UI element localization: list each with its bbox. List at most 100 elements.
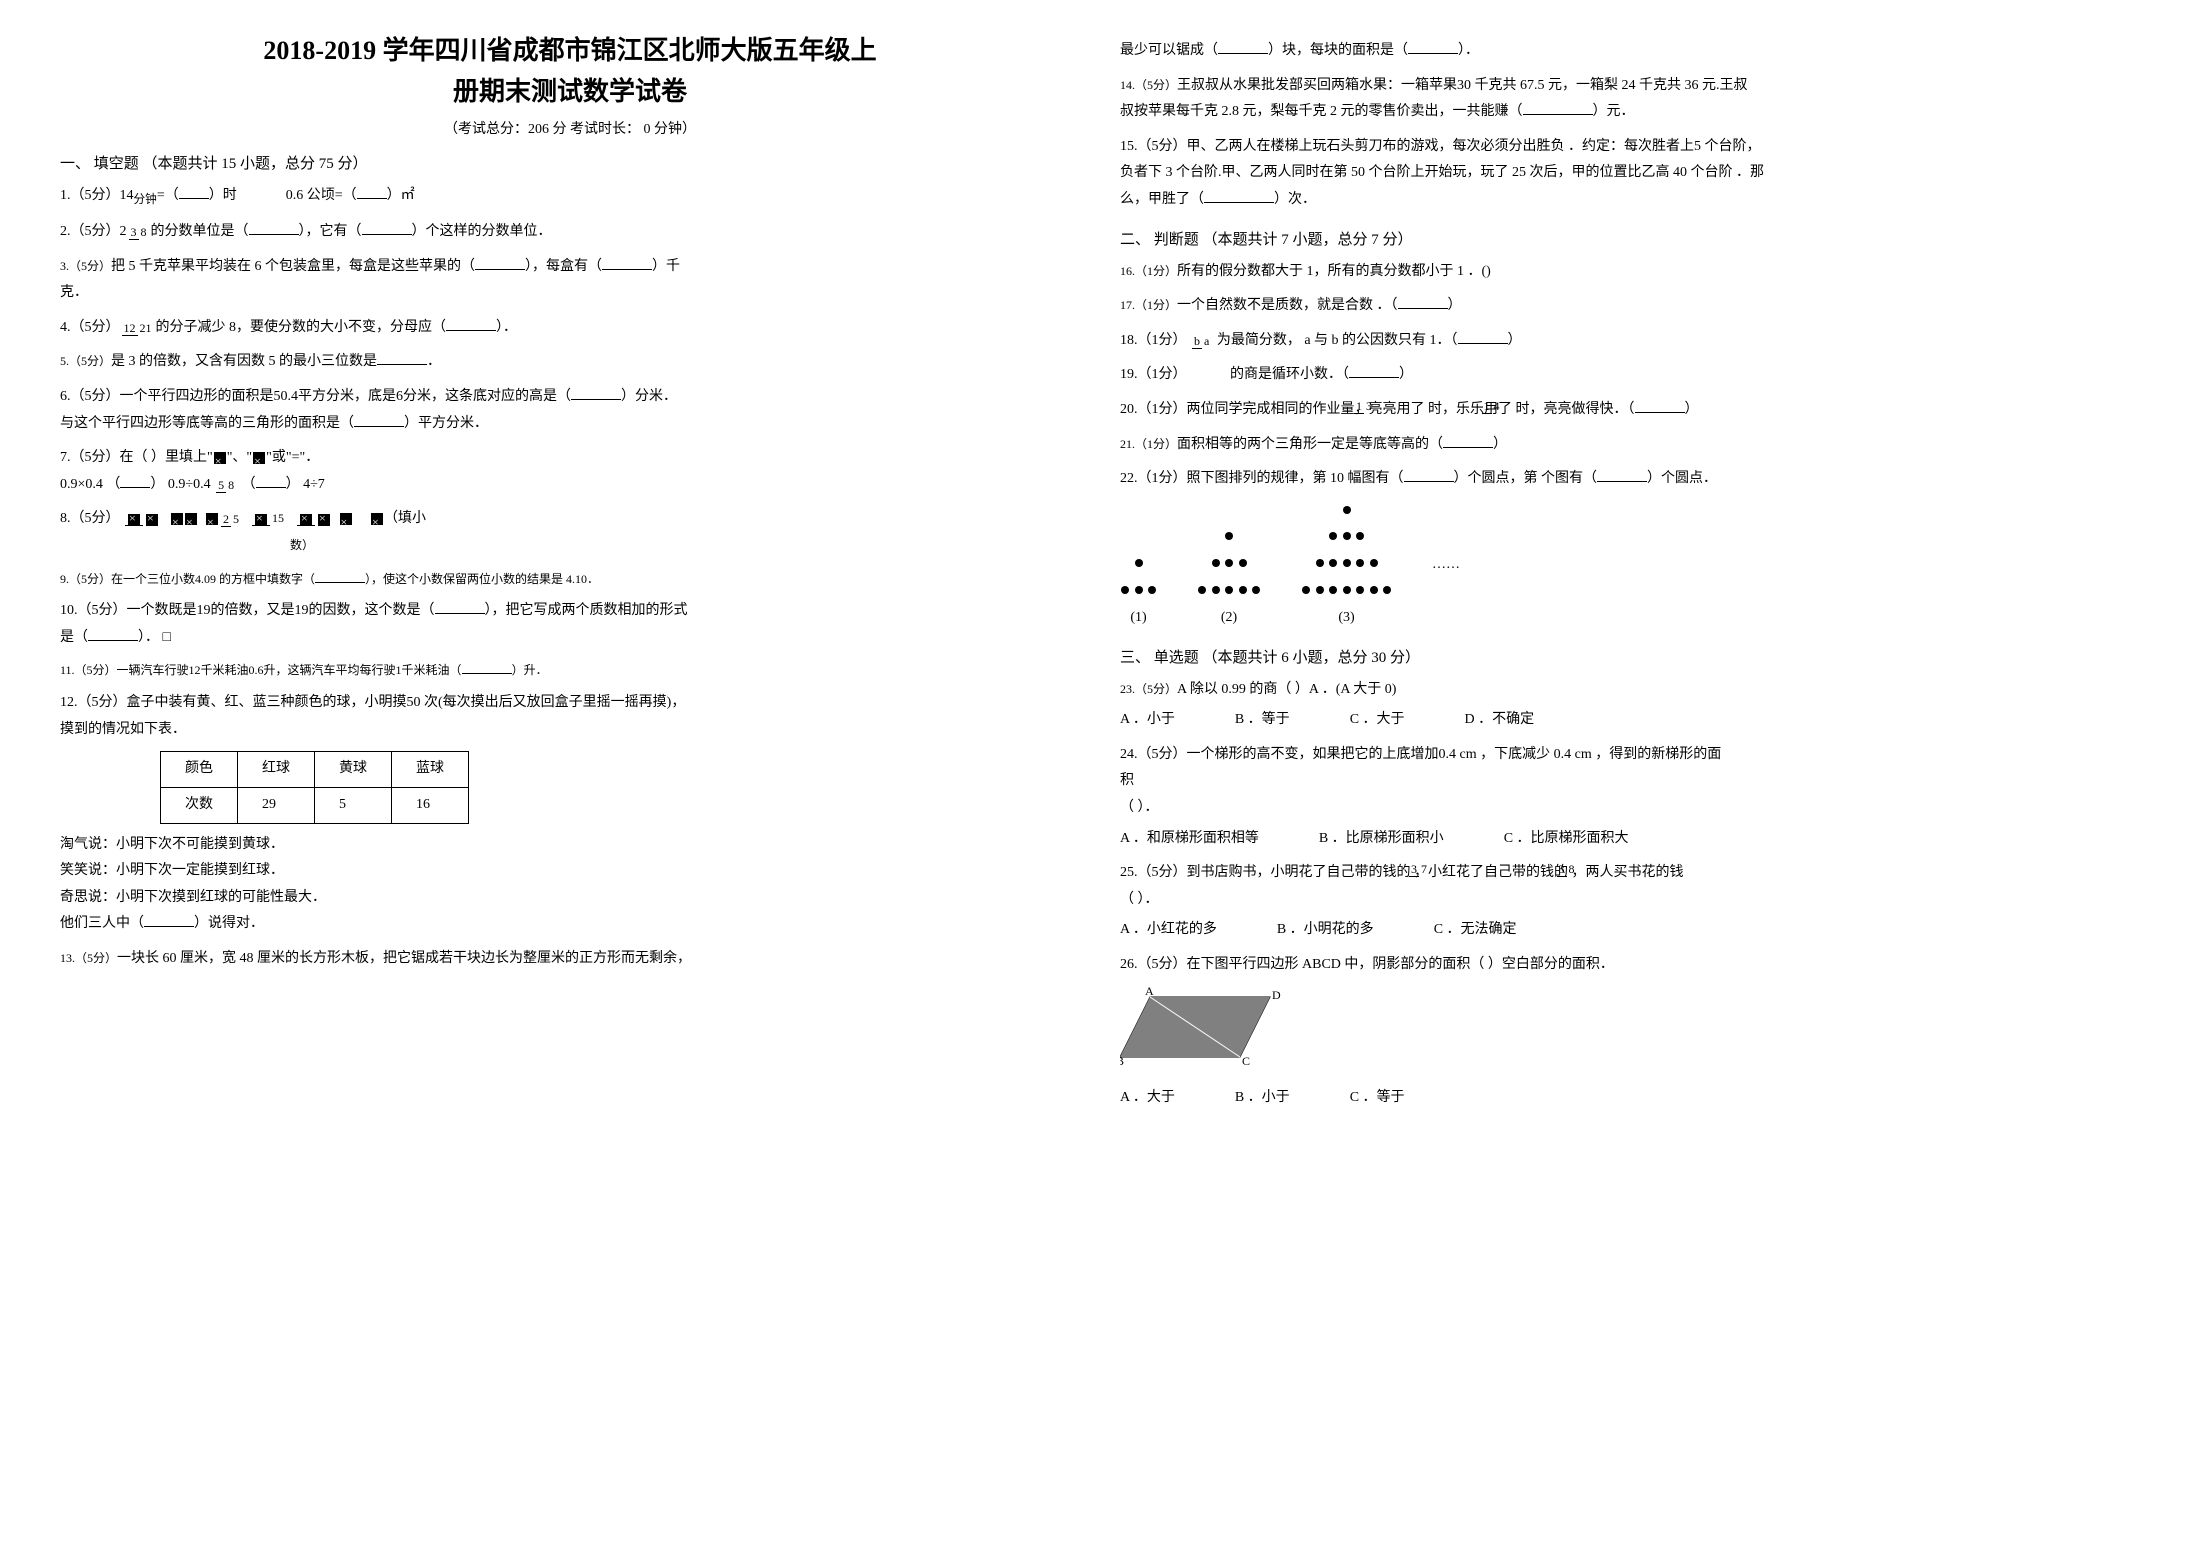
q3c: ）千 [652, 259, 680, 274]
question-18: 18.（1分） ba 为最简分数， a 与 b 的公因数只有 1．（） [1120, 328, 2140, 355]
q23-options: A ．小于 B ．等于 C ．大于 D ．不确定 [1120, 707, 2140, 734]
th-yellow: 黄球 [315, 752, 392, 788]
exam-page: 2018-2019 学年四川省成都市锦江区北师大版五年级上 册期末测试数学试卷 … [60, 30, 2140, 1120]
question-12: 12.（5分）盒子中装有黄、红、蓝三种颜色的球，小明摸50 次(每次摸出后又放回… [60, 690, 1080, 938]
blank [446, 317, 496, 331]
question-26: 26.（5分）在下图平行四边形 ABCD 中，阴影部分的面积（ ）空白部分的面积… [1120, 952, 2140, 1112]
frac-num: 5 [216, 478, 226, 493]
q5-text: 是 3 的倍数，又含有因数 5 的最小三位数是 [111, 354, 377, 369]
q5-pre: 5.（5分） [60, 354, 111, 368]
q6b: ）分米． [621, 389, 677, 404]
q13-text: 一块长 60 厘米，宽 48 厘米的长方形木板，把它锯成若干块边长为整厘米的正方… [117, 951, 691, 966]
q19-body: 的商是循环小数．（） [1230, 362, 1413, 389]
question-13: 13.（5分）一块长 60 厘米，宽 48 厘米的长方形木板，把它锯成若干块边长… [60, 946, 1080, 973]
q1-eq: =（ [157, 188, 179, 203]
q16-text: 所有的假分数都大于 1，所有的真分数都小于 1 ．() [1177, 264, 1491, 279]
q21-text: 面积相等的两个三角形一定是等底等高的（ [1177, 437, 1443, 452]
frac-num: 3 [129, 225, 139, 240]
q13d: ）． [1458, 43, 1479, 58]
opt-a: A ．和原梯形面积相等 [1120, 826, 1259, 853]
box-icon [214, 452, 226, 464]
var-b: b [1332, 333, 1339, 348]
th-color: 颜色 [161, 752, 238, 788]
q25-options: A ．小红花的多 B ．小明花的多 C ．无法确定 [1120, 917, 2140, 944]
q20b: ） [1685, 402, 1699, 417]
frac-num: 3 [1557, 862, 1567, 877]
frac-den: 21 [138, 321, 154, 335]
q26-options: A ．大于 B ．小于 C ．等于 [1120, 1085, 2140, 1112]
frac-den: 5 [231, 512, 241, 526]
section-1-header: 一、 填空题 （本题共计 15 小题，总分 75 分） [60, 152, 1080, 173]
q12c: 淘气说：小明下次不可能摸到黄球． [60, 832, 1080, 859]
q12d: 笑笑说：小明下次一定能摸到红球． [60, 858, 1080, 885]
q7-text: 7.（5分）在（ ）里填上" [60, 450, 213, 465]
box-icon [185, 513, 197, 525]
question-11: 11.（5分）一辆汽车行驶12千米耗油0.6升，这辆汽车平均每行驶1千米耗油（）… [60, 659, 1080, 682]
q26-text: 26.（5分）在下图平行四边形 ABCD 中，阴影部分的面积（ ）空白部分的面积… [1120, 957, 1614, 972]
q10b: ），把它写成两个质数相加的形式 [485, 603, 688, 618]
frac-box [297, 512, 333, 525]
frac-den: 8 [139, 225, 149, 239]
ball-table: 颜色 红球 黄球 蓝球 次数 29 5 16 [160, 751, 469, 823]
dot-pattern: (1) (2) (3) …… [1120, 499, 2140, 632]
fraction-b-a: ba [1192, 335, 1211, 347]
q18c: 与 [1314, 333, 1328, 348]
fraction-1-3: 13 [1354, 400, 1374, 412]
opt-c: C ．比原梯形面积大 [1504, 826, 1629, 853]
fraction-2-5: 25 [221, 513, 241, 525]
frac-num: 2 [221, 512, 231, 527]
td-label: 次数 [161, 788, 238, 824]
opt-a: A ．小红花的多 [1120, 917, 1217, 944]
question-6: 6.（5分）一个平行四边形的面积是50.4平方分米，底是6分米，这条底对应的高是… [60, 384, 1080, 437]
blank [249, 221, 299, 235]
q3b: ），每盒有（ [525, 259, 602, 274]
q17b: ） [1448, 298, 1462, 313]
q7-l2d: ） 4÷7 [286, 477, 325, 492]
opt-d: D ．不确定 [1465, 707, 1535, 734]
label-b: B [1120, 1054, 1124, 1067]
frac-num: 1 [1354, 399, 1364, 414]
q12b: 摸到的情况如下表． [60, 722, 186, 737]
table-row: 颜色 红球 黄球 蓝球 [161, 752, 469, 788]
frac-den: 4 [1492, 399, 1502, 413]
q4-text: 的分子减少 8，要使分数的大小不变，分母应（ [156, 320, 447, 335]
blank [362, 221, 412, 235]
blank [462, 662, 512, 674]
label-a: A [1145, 987, 1154, 998]
q10d: ）． □ [138, 630, 171, 645]
q1-unit: ）时 [209, 188, 237, 203]
question-10: 10.（5分）一个数既是19的倍数，又是19的因数，这个数是（），把它写成两个质… [60, 598, 1080, 651]
blank [1443, 434, 1493, 448]
var-a: a [1304, 333, 1310, 348]
left-column: 2018-2019 学年四川省成都市锦江区北师大版五年级上 册期末测试数学试卷 … [60, 30, 1080, 1120]
q14-text: 王叔叔从水果批发部买回两箱水果：一箱苹果30 千克共 67.5 元，一箱梨 24… [1177, 78, 1748, 93]
frac-box [125, 512, 161, 525]
question-5: 5.（5分）是 3 的倍数，又含有因数 5 的最小三位数是． [60, 349, 1080, 376]
frac-num: 1 [1482, 399, 1492, 414]
question-17: 17.（1分）一个自然数不是质数，就是合数 ．（） [1120, 293, 2140, 320]
td-yellow: 5 [315, 788, 392, 824]
q23-pre: 23.（5分） [1120, 682, 1177, 696]
q18b: 为最简分数， [1217, 333, 1301, 348]
q11b: ）升． [512, 663, 548, 677]
q15c: 么，甲胜了（ [1120, 192, 1204, 207]
frac-den: 8 [1567, 862, 1577, 876]
q25-text: 25.（5分）到书店购书，小明花了自己带的钱的 ，小红花了自己带的钱的 ，两人买… [1120, 865, 1684, 880]
section-2-header: 二、 判断题 （本题共计 7 小题，总分 7 分） [1120, 228, 2140, 249]
q4-end: ）． [496, 320, 517, 335]
q19b: 的商是循环小数．（ [1230, 367, 1349, 382]
dot-group-3: (3) [1301, 499, 1392, 632]
blank [144, 913, 194, 927]
q3d: 克． [60, 285, 88, 300]
q2-text3: ）个这样的分数单位． [412, 224, 552, 239]
blank [1597, 468, 1647, 482]
th-red: 红球 [238, 752, 315, 788]
question-15: 15.（5分）甲、乙两人在楼梯上玩石头剪刀布的游戏，每次必须分出胜负 ．约定：每… [1120, 134, 2140, 214]
frac-den: 7 [1419, 862, 1429, 876]
q8-prefix: 8.（5分） [60, 511, 120, 526]
opt-b: B ．等于 [1235, 707, 1290, 734]
parallelogram-svg: A D B C [1120, 987, 1290, 1067]
blank [256, 474, 286, 488]
dot-label: (1) [1120, 605, 1157, 632]
q2-prefix: 2.（5分）2 [60, 224, 127, 239]
